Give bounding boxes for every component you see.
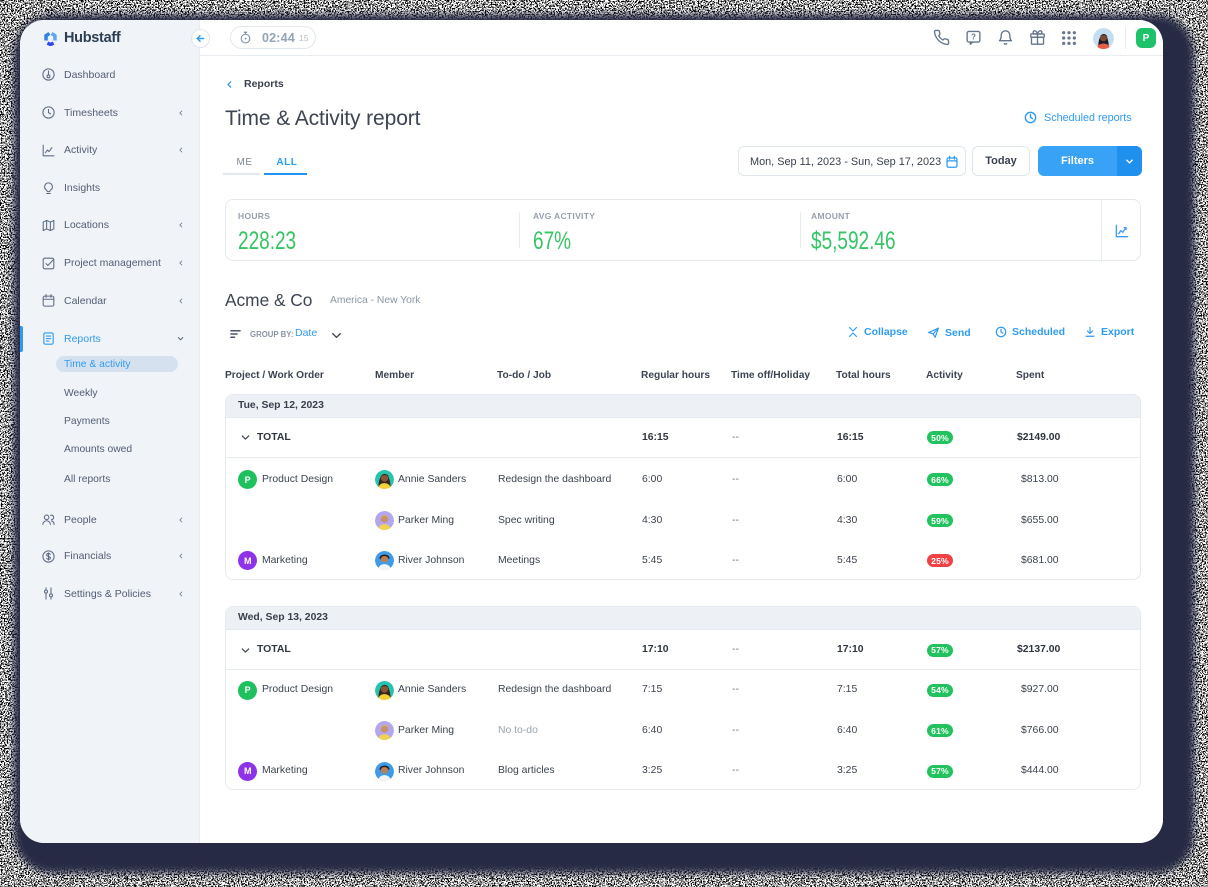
svg-text:?: ?	[971, 33, 976, 42]
